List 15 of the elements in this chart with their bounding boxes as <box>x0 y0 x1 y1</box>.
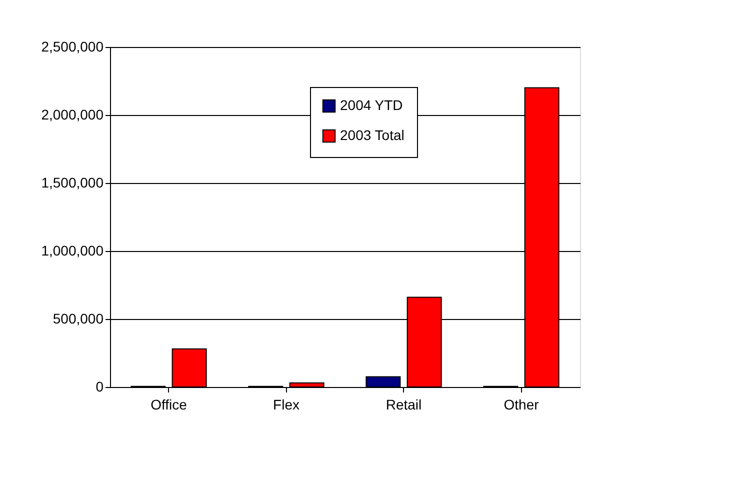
y-tick-label: 2,500,000 <box>41 38 104 54</box>
x-tick-label: Other <box>504 396 540 412</box>
legend-label: 2004 YTD <box>340 97 403 113</box>
bar <box>172 348 207 388</box>
y-tick-label: 2,000,000 <box>41 106 104 122</box>
legend-label: 2003 Total <box>340 127 404 143</box>
x-tick-label: Office <box>150 396 188 412</box>
y-tick-label: 1,000,000 <box>41 242 104 258</box>
x-tick-label: Retail <box>386 396 422 412</box>
x-tick-label: Flex <box>273 396 300 412</box>
y-tick-label: 500,000 <box>52 310 104 326</box>
bar <box>289 382 324 388</box>
bar <box>366 376 401 388</box>
y-tick-label: 1,500,000 <box>41 174 104 190</box>
y-tick-label: 0 <box>96 378 104 394</box>
